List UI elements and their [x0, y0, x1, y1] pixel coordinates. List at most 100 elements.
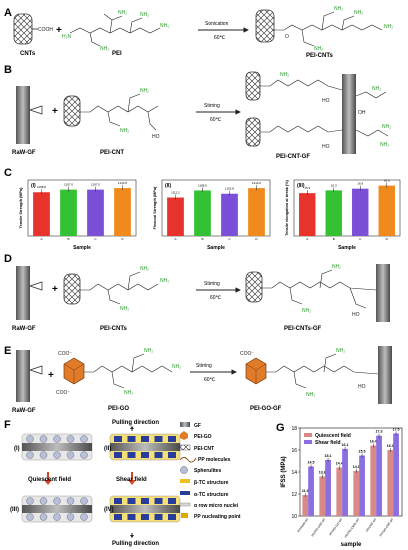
graphene-oxide-icon [63, 357, 85, 385]
panel-e: E RaW-GF + COO⁻ COO⁻ NH₂ NH₂ NH₂ PEI-GO … [4, 345, 392, 414]
spherulite-icon [66, 451, 75, 459]
bar-value-label: 17.3 [376, 430, 383, 434]
tick-label: A [40, 237, 42, 241]
legend-alpha-tc-label: α-TC structure [194, 492, 229, 498]
pulling-direction-top: Pulling direction [112, 420, 159, 426]
alpha-tc-icon [154, 498, 163, 504]
svg-text:NH₂: NH₂ [144, 348, 153, 354]
bar-value-label: 11.9 [302, 489, 309, 493]
glass-fiber-icon [16, 350, 30, 402]
bar [299, 193, 316, 236]
svg-text:NH₂: NH₂ [382, 124, 391, 130]
spherulite-icon [66, 435, 75, 443]
svg-text:COO⁻: COO⁻ [58, 351, 72, 357]
x-tick-label: PP/PEI-CNTs-GF [344, 517, 361, 538]
svg-text:NH₂: NH₂ [120, 128, 129, 134]
pei-go-label: PEI-GO [108, 406, 129, 412]
glass-fiber-icon [376, 264, 390, 322]
bar [33, 192, 50, 236]
arrow-condition-bottom: 60℃ [210, 117, 222, 123]
plus-sign: + [56, 25, 62, 36]
epoxy-group-icon [28, 105, 43, 115]
bar [302, 495, 309, 516]
spherulite-icon [39, 497, 48, 505]
alpha-tc-icon [114, 514, 122, 520]
cnt-tube-icon [13, 13, 33, 45]
bar [308, 466, 314, 516]
bar [353, 470, 360, 516]
svg-text:HO: HO [358, 384, 366, 390]
alpha-tc-icon [168, 436, 176, 442]
bar-value-label: 1213.0 [252, 181, 262, 185]
svg-text:NH₂: NH₂ [140, 266, 149, 272]
svg-text:NH₂: NH₂ [140, 88, 149, 94]
spherulite-icon [53, 497, 61, 505]
x-tick-label: PP/GO-CNT-GF [379, 517, 395, 537]
svg-text:NH₂: NH₂ [372, 86, 381, 92]
bar [167, 197, 184, 236]
y-axis-label: Tensile elongation at break (%) [285, 179, 289, 235]
epoxy-group-icon [28, 281, 43, 291]
quiescent-field-label: Quiescent field [28, 477, 71, 483]
bar [325, 190, 342, 236]
bar-value-label: 16.9 [357, 182, 363, 186]
x-tick-label: PP/RaW-GF [297, 517, 310, 533]
alpha-tc-icon [127, 498, 136, 504]
plot-frame [299, 427, 403, 517]
bar-value-label: 16.0 [387, 444, 394, 448]
bar [194, 190, 211, 236]
arrow-condition-bottom: 60℃ [210, 295, 222, 301]
alpha-tc-icon [141, 498, 149, 504]
x-axis-label: Sample [338, 245, 356, 251]
legend-pei-go-icon [180, 431, 188, 440]
alpha-tc-icon [114, 436, 122, 442]
bar-value-label: 14.1 [353, 465, 360, 469]
glass-fiber-icon [16, 266, 30, 320]
glass-fiber-icon [22, 505, 92, 513]
spherulite-icon [26, 451, 34, 459]
bar-value-label: 15.1 [325, 454, 332, 458]
arrow-condition-bottom: 60℃ [214, 35, 226, 41]
bar [87, 189, 104, 236]
legend-alpha-row-label: α row micro nuclei [194, 503, 239, 509]
bar [319, 476, 326, 516]
glass-fiber-icon [378, 346, 392, 404]
panel-c-letter: C [4, 167, 12, 179]
pei-label: PEI [112, 51, 122, 57]
pei-cnt-label: PEI-CNT [100, 150, 124, 156]
tick-label: C [94, 237, 97, 241]
arrow-condition-top: Sonication [205, 21, 229, 27]
bar-value-label: 14.5 [308, 461, 315, 465]
fiber-scheme-quiescent-iii [21, 495, 93, 523]
bar-value-label: 15.3 [304, 186, 310, 190]
bar [370, 445, 377, 516]
svg-text:+: + [48, 370, 54, 381]
spherulite-icon [80, 497, 88, 505]
chart-roman-label: (I) [31, 183, 36, 189]
pei-cnts-label: PEI-CNTs [306, 53, 334, 59]
svg-text:NH₂: NH₂ [100, 46, 109, 52]
bar-value-label: 14.4 [336, 462, 343, 466]
bar-value-label: 13.6 [319, 470, 326, 474]
svg-text:HO: HO [352, 312, 360, 318]
panel-a: A COOH CNTs + H₂N NH₂ NH₂ NH₂ NH₂ PEI So… [4, 6, 393, 59]
svg-text:COO⁻: COO⁻ [240, 351, 254, 357]
bar [342, 448, 348, 516]
legend-alpha-row-icon [179, 502, 191, 507]
raw-gf-label: RaW-GF [12, 408, 36, 414]
bar-value-label: 1197.0 [64, 183, 73, 187]
tick-label: A [306, 237, 308, 241]
fiber-scheme-quiescent-i [21, 433, 93, 461]
bar-value-label: 18.0 [384, 179, 390, 183]
svg-text:HO: HO [322, 144, 330, 150]
svg-text:NH₂: NH₂ [302, 308, 311, 314]
svg-text:NH₂: NH₂ [314, 46, 323, 52]
spherulite-icon [53, 435, 61, 443]
graphene-oxide-icon [245, 357, 267, 385]
roman-iv: (IV) [104, 507, 114, 513]
alpha-tc-icon [168, 452, 176, 458]
legend-gf-icon [180, 422, 190, 427]
alpha-tc-icon [127, 514, 136, 520]
legend-f: GF PEI-GO PEI-CNT PP molecules Spherulit… [179, 422, 241, 520]
legend-gf-label: GF [194, 423, 201, 429]
